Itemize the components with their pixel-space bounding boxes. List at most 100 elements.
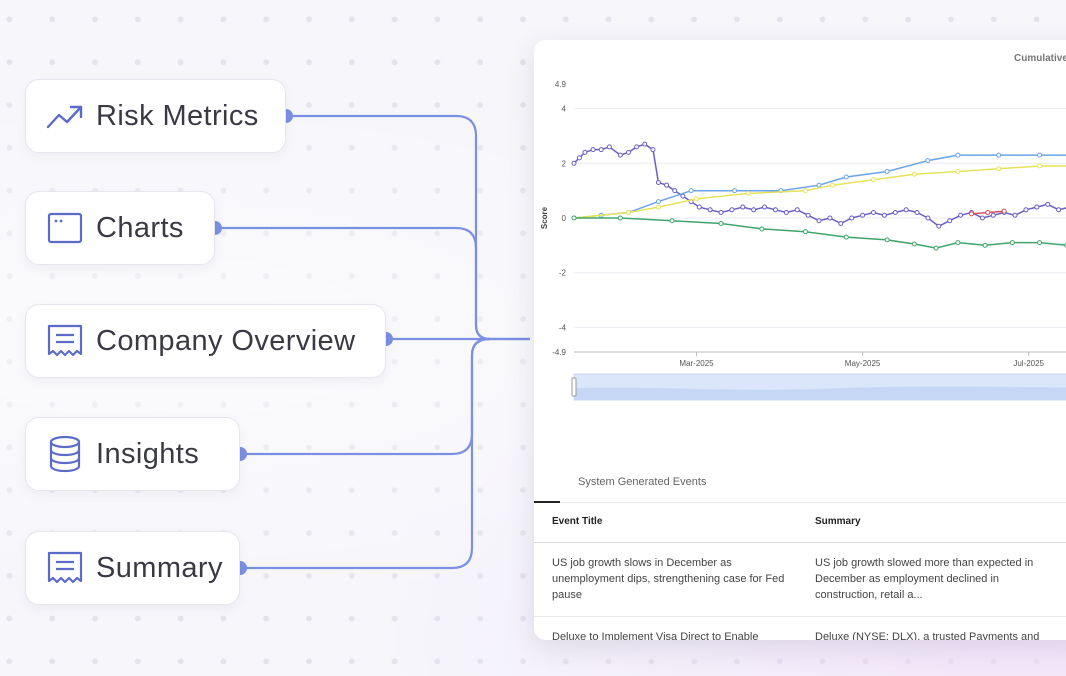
series-point-4 [718, 220, 724, 226]
series-point-0 [617, 152, 623, 158]
connector-charts [215, 226, 491, 341]
series-point-0 [696, 204, 702, 210]
series-point-0 [655, 179, 661, 185]
connector-summary [240, 337, 491, 570]
range-navigator-handle [571, 377, 577, 397]
series-point-4 [843, 234, 849, 240]
series-point-0 [794, 207, 800, 213]
series-point-0 [816, 218, 822, 224]
y-tick-label: 4.9 [555, 80, 567, 89]
tab-system-generated-events[interactable]: System Generated Events [578, 476, 707, 488]
series-point-0 [827, 215, 833, 221]
series-point-3 [694, 196, 700, 202]
event-summary-cell: Deluxe (NYSE: DLX), a trusted Payments a… [815, 631, 1040, 640]
x-tick-label: Mar-2025 [679, 359, 714, 368]
y-tick-label: -4 [559, 323, 567, 332]
series-point-0 [707, 207, 713, 213]
series-point-4 [1037, 240, 1043, 246]
series-point-4 [759, 226, 765, 232]
series-point-3 [830, 182, 836, 188]
series-point-0 [936, 223, 942, 229]
nav-risk-metrics[interactable]: Risk Metrics [25, 79, 286, 153]
series-point-2 [816, 182, 822, 188]
series-point-0 [1056, 207, 1062, 213]
tab-underline [534, 501, 560, 503]
series-point-4 [933, 245, 939, 251]
series-point-2 [884, 169, 890, 175]
series-point-0 [947, 218, 953, 224]
series-point-0 [672, 188, 678, 194]
series-point-0 [772, 207, 778, 213]
series-point-4 [571, 215, 577, 221]
nav-insights[interactable]: Insights [25, 417, 240, 491]
nav-company-overview[interactable]: Company Overview [25, 304, 386, 378]
series-point-0 [762, 204, 768, 210]
nav-label: Summary [96, 551, 223, 584]
series-line-4 [574, 217, 1066, 249]
series-point-4 [617, 215, 623, 221]
nav-charts[interactable]: Charts [25, 191, 215, 265]
series-point-0 [625, 149, 631, 155]
series-point-3 [955, 169, 961, 175]
y-tick-label: 4 [562, 105, 567, 114]
series-point-1 [968, 211, 974, 217]
series-point-0 [783, 210, 789, 216]
series-point-0 [958, 212, 964, 218]
chart-title: Cumulative [1014, 53, 1066, 64]
table-row[interactable]: Deluxe to Implement Visa Direct to Enabl… [534, 617, 1066, 640]
series-point-0 [598, 147, 604, 153]
series-point-0 [751, 207, 757, 213]
event-title-cell: Deluxe to Implement Visa Direct to Enabl… [552, 631, 759, 640]
series-point-0 [664, 182, 670, 188]
series-point-0 [914, 210, 920, 216]
series-point-0 [718, 210, 724, 216]
series-point-3 [911, 171, 917, 177]
y-tick-label: 2 [562, 159, 567, 168]
document-icon [46, 322, 84, 360]
series-line-3 [573, 165, 1066, 219]
document-icon [46, 549, 84, 587]
column-header-event-title: Event Title [552, 516, 603, 527]
series-point-4 [884, 237, 890, 243]
series-point-0 [838, 220, 844, 226]
series-point-0 [849, 215, 855, 221]
series-point-2 [996, 152, 1002, 158]
series-point-0 [740, 204, 746, 210]
events-table-header: Event Title Summary [534, 502, 1066, 543]
range-navigator-area [574, 386, 1066, 400]
series-point-0 [606, 144, 612, 150]
series-point-2 [655, 199, 661, 205]
x-tick-label: Jul-2025 [1013, 359, 1044, 368]
series-point-3 [745, 190, 751, 196]
table-row[interactable]: US job growth slows in December as unemp… [534, 543, 1066, 617]
series-point-0 [729, 207, 735, 213]
series-point-0 [582, 149, 588, 155]
series-point-3 [870, 177, 876, 183]
series-point-0 [925, 215, 931, 221]
series-point-2 [1037, 152, 1043, 158]
dashboard-panel: Cumulative 4.9 4 2 0 -2 -4 -4.9 Mar-2025 May-202… [534, 40, 1066, 640]
nav-summary[interactable]: Summary [25, 531, 240, 605]
series-point-3 [996, 166, 1002, 172]
events-tabs: System Generated Events [534, 468, 1066, 503]
trending-up-icon [46, 97, 84, 135]
event-summary-cell: US job growth slowed more than expected … [815, 557, 1034, 601]
series-point-0 [1012, 212, 1018, 218]
series-point-0 [590, 147, 596, 153]
series-point-1 [1001, 208, 1007, 214]
series-point-0 [870, 210, 876, 216]
series-point-0 [990, 212, 996, 218]
series-point-4 [669, 218, 675, 224]
series-point-0 [1034, 204, 1040, 210]
series-point-3 [802, 188, 808, 194]
series-point-0 [805, 212, 811, 218]
series-point-0 [881, 212, 887, 218]
y-tick-label: 0 [562, 214, 567, 223]
series-point-0 [642, 141, 648, 147]
y-tick-label: -2 [559, 269, 567, 278]
database-icon [46, 435, 84, 473]
score-chart: 4.9 4 2 0 -2 -4 -4.9 Mar-2025 May-2025 Jul-2025 Sc… [540, 80, 1066, 401]
series-point-2 [925, 158, 931, 164]
nav-label: Company Overview [96, 324, 356, 357]
nav-label: Insights [96, 437, 200, 470]
